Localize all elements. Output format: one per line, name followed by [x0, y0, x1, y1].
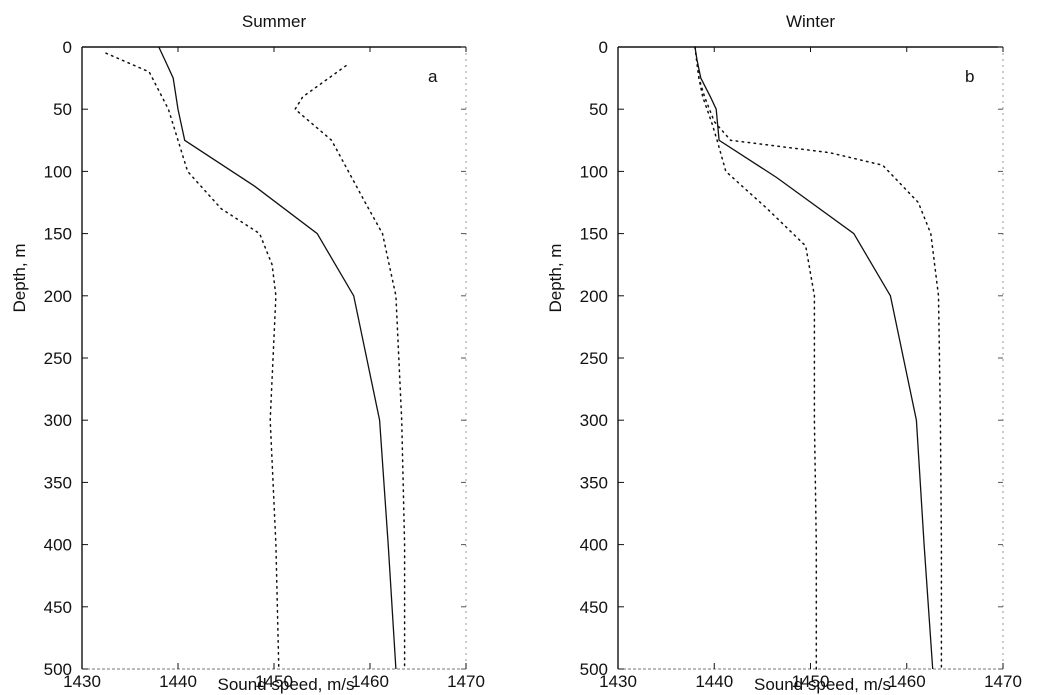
summer-y-tick-label: 100: [44, 162, 72, 181]
summer-y-axis-label: Depth, m: [10, 244, 29, 313]
winter-x-axis-label: Sound speed, m/s: [754, 675, 891, 694]
summer-series-1-line: [158, 46, 397, 670]
summer-y-tick-label: 400: [44, 536, 72, 555]
winter-x-tick-label: 1430: [599, 672, 637, 691]
summer-x-axis-label: Sound speed, m/s: [217, 675, 354, 694]
winter-y-tick-label: 0: [599, 38, 608, 57]
winter-title: Winter: [786, 12, 835, 31]
summer-y-tick-label: 350: [44, 473, 72, 492]
winter-panel-label: b: [965, 67, 974, 86]
winter-x-tick-label: 1460: [888, 672, 926, 691]
summer-y-tick-label: 250: [44, 349, 72, 368]
winter-series-3-line: [694, 46, 818, 670]
summer-title: Summer: [242, 12, 307, 31]
summer-x-tick-label: 1470: [447, 672, 485, 691]
winter-series-2-line: [694, 46, 943, 670]
summer-panel-label: a: [428, 67, 438, 86]
summer-x-tick-label: 1460: [351, 672, 389, 691]
summer-x-tick-label: 1450: [255, 672, 293, 691]
summer-panel: Summer a Sound speed, m/s Depth, m 0 50 10…: [10, 12, 485, 694]
summer-y-tick-label: 0: [63, 38, 72, 57]
winter-y-tick-label: 200: [580, 287, 608, 306]
winter-x-tick-label: 1470: [984, 672, 1022, 691]
summer-y-tick-label: 200: [44, 287, 72, 306]
summer-y-tick-label: 500: [44, 660, 72, 679]
winter-y-tick-label: 300: [580, 411, 608, 430]
winter-y-tick-label: 250: [580, 349, 608, 368]
winter-panel: Winter b Sound speed, m/s Depth, m 0 50 10…: [546, 12, 1022, 694]
summer-series-3-line: [294, 64, 406, 670]
summer-x-tick-label: 1440: [159, 672, 197, 691]
winter-y-tick-label: 400: [580, 536, 608, 555]
winter-y-tick-label: 500: [580, 660, 608, 679]
winter-y-tick-label: 100: [580, 162, 608, 181]
summer-y-tick-label: 300: [44, 411, 72, 430]
winter-y-tick-label: 150: [580, 225, 608, 244]
winter-y-tick-label: 450: [580, 598, 608, 617]
summer-y-tick-label: 150: [44, 225, 72, 244]
summer-x-tick-label: 1430: [63, 672, 101, 691]
winter-x-tick-label: 1440: [695, 672, 733, 691]
winter-x-tick-label: 1450: [792, 672, 830, 691]
winter-y-tick-label: 50: [589, 100, 608, 119]
summer-y-tick-label: 50: [53, 100, 72, 119]
summer-y-tick-label: 450: [44, 598, 72, 617]
winter-series-1-line: [694, 46, 934, 670]
winter-y-axis-label: Depth, m: [546, 244, 565, 313]
winter-y-tick-label: 350: [580, 473, 608, 492]
